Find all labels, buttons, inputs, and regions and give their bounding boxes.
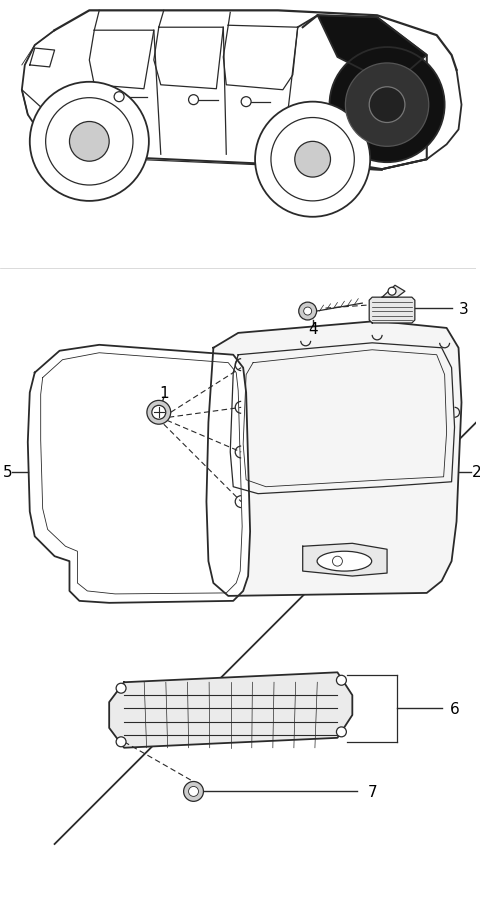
Polygon shape bbox=[206, 322, 461, 596]
Circle shape bbox=[336, 727, 347, 737]
Ellipse shape bbox=[317, 552, 372, 572]
Circle shape bbox=[30, 83, 149, 202]
Text: 3: 3 bbox=[458, 301, 468, 317]
Circle shape bbox=[114, 93, 124, 103]
Text: 7: 7 bbox=[367, 784, 377, 799]
Circle shape bbox=[329, 48, 444, 163]
Circle shape bbox=[346, 64, 429, 147]
Circle shape bbox=[241, 97, 251, 107]
Circle shape bbox=[304, 308, 312, 316]
Circle shape bbox=[189, 96, 199, 106]
Circle shape bbox=[189, 787, 199, 796]
Text: 5: 5 bbox=[3, 465, 13, 480]
Polygon shape bbox=[369, 298, 415, 324]
Text: 1: 1 bbox=[159, 385, 168, 400]
Circle shape bbox=[70, 123, 109, 162]
Polygon shape bbox=[382, 286, 405, 298]
Circle shape bbox=[255, 103, 370, 217]
Circle shape bbox=[46, 98, 133, 186]
Circle shape bbox=[116, 684, 126, 694]
Polygon shape bbox=[318, 16, 427, 86]
Text: 6: 6 bbox=[450, 701, 459, 716]
Circle shape bbox=[116, 737, 126, 747]
Polygon shape bbox=[303, 544, 387, 576]
Polygon shape bbox=[28, 345, 250, 603]
Circle shape bbox=[271, 118, 354, 202]
Circle shape bbox=[369, 87, 405, 124]
Circle shape bbox=[295, 143, 331, 178]
Text: 4: 4 bbox=[308, 322, 317, 337]
Polygon shape bbox=[109, 673, 352, 748]
Circle shape bbox=[152, 406, 166, 419]
Circle shape bbox=[184, 782, 204, 802]
Circle shape bbox=[388, 288, 396, 296]
Circle shape bbox=[299, 303, 317, 320]
Circle shape bbox=[333, 557, 342, 566]
Circle shape bbox=[336, 676, 347, 686]
Text: 2: 2 bbox=[471, 465, 480, 480]
Circle shape bbox=[147, 400, 171, 425]
